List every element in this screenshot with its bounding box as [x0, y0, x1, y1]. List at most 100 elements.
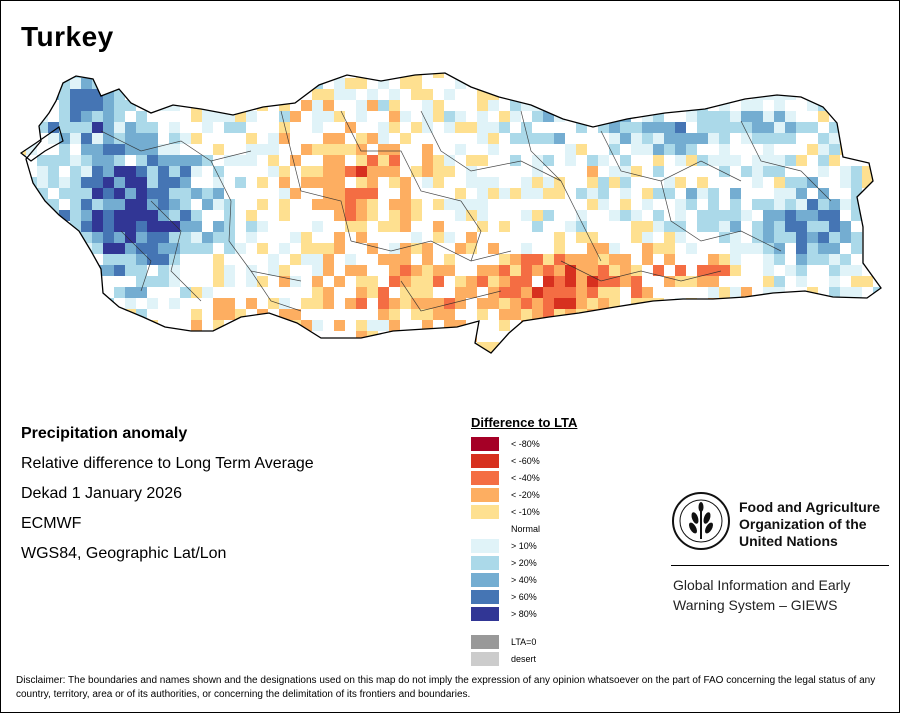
legend-title: Difference to LTA	[471, 415, 578, 430]
grid-cell	[279, 254, 290, 265]
grid-cell	[587, 78, 598, 89]
grid-cell	[796, 199, 807, 210]
grid-cell	[334, 78, 345, 89]
grid-cell	[532, 309, 543, 320]
grid-cell	[829, 122, 840, 133]
grid-cell	[642, 166, 653, 177]
grid-cell	[158, 177, 169, 188]
grid-cell	[400, 100, 411, 111]
grid-cell	[235, 243, 246, 254]
grid-cell	[180, 221, 191, 232]
grid-cell	[510, 155, 521, 166]
grid-cell	[565, 199, 576, 210]
grid-cell	[323, 331, 334, 342]
grid-cell	[422, 122, 433, 133]
grid-cell	[752, 265, 763, 276]
grid-cell	[70, 265, 81, 276]
grid-cell	[521, 199, 532, 210]
grid-cell	[400, 221, 411, 232]
grid-cell	[752, 144, 763, 155]
grid-cell	[598, 331, 609, 342]
grid-cell	[257, 73, 268, 78]
grid-cell	[26, 73, 37, 78]
grid-cell	[862, 353, 873, 364]
grid-cell	[312, 265, 323, 276]
grid-cell	[147, 243, 158, 254]
grid-cell	[400, 320, 411, 331]
grid-cell	[21, 243, 26, 254]
grid-cell	[235, 100, 246, 111]
grid-cell	[477, 89, 488, 100]
grid-cell	[147, 265, 158, 276]
grid-cell	[598, 177, 609, 188]
grid-cell	[422, 111, 433, 122]
grid-cell	[631, 177, 642, 188]
grid-cell	[103, 353, 114, 364]
grid-cell	[92, 243, 103, 254]
grid-cell	[114, 78, 125, 89]
grid-cell	[796, 287, 807, 298]
grid-cell	[851, 73, 862, 78]
grid-cell	[411, 199, 422, 210]
grid-cell	[576, 133, 587, 144]
grid-cell	[411, 276, 422, 287]
grid-cell	[543, 177, 554, 188]
legend-item: > 80%	[471, 605, 651, 622]
grid-cell	[444, 309, 455, 320]
grid-cell	[774, 188, 785, 199]
grid-cell	[224, 243, 235, 254]
grid-cell	[367, 287, 378, 298]
grid-cell	[26, 221, 37, 232]
grid-cell	[345, 199, 356, 210]
grid-cell	[158, 89, 169, 100]
grid-cell	[21, 100, 26, 111]
grid-cell	[103, 254, 114, 265]
grid-cell	[543, 122, 554, 133]
grid-cell	[598, 298, 609, 309]
grid-cell	[268, 353, 279, 364]
grid-cell	[279, 133, 290, 144]
grid-cell	[411, 144, 422, 155]
grid-cell	[576, 309, 587, 320]
grid-cell	[367, 276, 378, 287]
grid-cell	[323, 100, 334, 111]
grid-cell	[763, 298, 774, 309]
grid-cell	[433, 243, 444, 254]
grid-cell	[147, 331, 158, 342]
grid-cell	[686, 199, 697, 210]
grid-cell	[268, 73, 279, 78]
grid-cell	[708, 122, 719, 133]
grid-cell	[268, 221, 279, 232]
grid-cell	[37, 100, 48, 111]
grid-cell	[455, 254, 466, 265]
legend-swatch	[471, 555, 499, 570]
grid-cell	[587, 353, 598, 364]
grid-cell	[136, 177, 147, 188]
grid-cell	[125, 265, 136, 276]
grid-cell	[785, 232, 796, 243]
grid-cell	[466, 221, 477, 232]
grid-cell	[169, 133, 180, 144]
grid-cell	[719, 166, 730, 177]
grid-cell	[785, 265, 796, 276]
grid-cell	[235, 210, 246, 221]
grid-cell	[59, 78, 70, 89]
grid-cell	[708, 243, 719, 254]
grid-cell	[147, 89, 158, 100]
grid-cell	[807, 265, 818, 276]
grid-cell	[818, 166, 829, 177]
grid-cell	[609, 73, 620, 78]
grid-cell	[620, 221, 631, 232]
grid-cell	[752, 122, 763, 133]
grid-cell	[521, 331, 532, 342]
grid-cell	[268, 144, 279, 155]
grid-cell	[279, 144, 290, 155]
grid-cell	[323, 89, 334, 100]
grid-cell	[180, 210, 191, 221]
grid-cell	[136, 144, 147, 155]
grid-cell	[675, 133, 686, 144]
grid-cell	[466, 155, 477, 166]
grid-cell	[26, 342, 37, 353]
grid-cell	[532, 331, 543, 342]
grid-cell	[532, 342, 543, 353]
